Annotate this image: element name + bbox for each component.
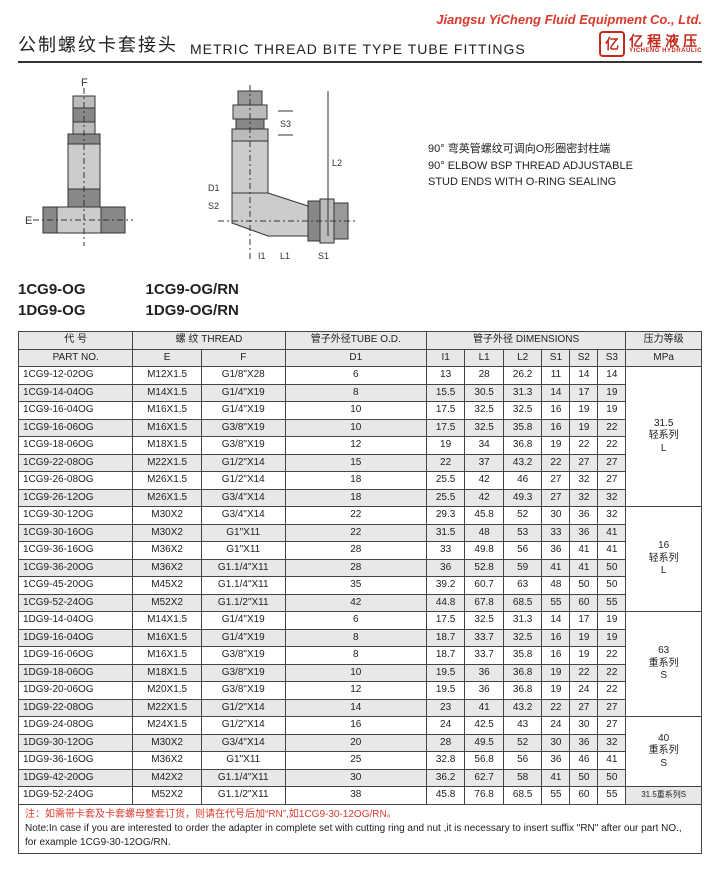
table-row: 1CG9-14-04OGM14X1.5G1/4"X19815.530.531.3… xyxy=(19,384,702,402)
table-row: 1DG9-14-04OGM14X1.5G1/4"X19617.532.531.3… xyxy=(19,612,702,630)
svg-text:D1: D1 xyxy=(208,183,220,193)
title-bar: 公制螺纹卡套接头 METRIC THREAD BITE TYPE TUBE FI… xyxy=(18,31,702,63)
svg-text:I1: I1 xyxy=(258,251,266,261)
footnote: 注：如需带卡套及卡套螺母整套订货，则请在代号后加“RN”,如1CG9-30-12… xyxy=(18,805,702,854)
model-a2: 1DG9-OG xyxy=(18,300,86,321)
logo-icon: 亿 xyxy=(599,31,625,57)
table-row: 1DG9-52-24OGM52X2G1.1/2"X113845.876.868.… xyxy=(19,787,702,805)
technical-drawing: F E xyxy=(18,71,398,269)
model-b1: 1CG9-OG/RN xyxy=(146,279,239,300)
svg-text:L2: L2 xyxy=(332,158,342,168)
title-cn: 公制螺纹卡套接头 xyxy=(18,31,178,57)
desc-en-2: STUD ENDS WITH O-RING SEALING xyxy=(428,174,702,191)
table-row: 1CG9-12-02OGM12X1.5G1/8"X286132826.21114… xyxy=(19,367,702,385)
table-row: 1CG9-36-20OGM36X2G1.1/4"X11283652.859414… xyxy=(19,559,702,577)
svg-text:S1: S1 xyxy=(318,251,329,261)
company-name: Jiangsu YiCheng Fluid Equipment Co., Ltd… xyxy=(18,12,702,27)
model-a1: 1CG9-OG xyxy=(18,279,86,300)
table-row: 1DG9-22-08OGM22X1.5G1/2"X1414234143.2222… xyxy=(19,699,702,717)
footnote-cn: 注：如需带卡套及卡套螺母整套订货，则请在代号后加“RN”,如1CG9-30-12… xyxy=(25,808,695,822)
table-row: 1CG9-30-16OGM30X2G1"X112231.54853333641 xyxy=(19,524,702,542)
table-row: 1CG9-26-08OGM26X1.5G1/2"X141825.54246273… xyxy=(19,472,702,490)
footnote-en: Note:In case if you are interested to or… xyxy=(25,822,695,850)
svg-text:E: E xyxy=(25,215,32,227)
table-row: 1CG9-18-06OGM18X1.5G3/8"X1912193436.8192… xyxy=(19,437,702,455)
desc-cn: 90° 弯英管螺纹可调向O形圈密封柱端 xyxy=(428,141,702,158)
svg-text:S2: S2 xyxy=(208,201,219,211)
table-row: 1DG9-16-06OGM16X1.5G3/8"X19818.733.735.8… xyxy=(19,647,702,665)
table-row: 1CG9-26-12OGM26X1.5G3/4"X141825.54249.32… xyxy=(19,489,702,507)
table-row: 1CG9-22-08OGM22X1.5G1/2"X1415223743.2222… xyxy=(19,454,702,472)
desc-en-1: 90° ELBOW BSP THREAD ADJUSTABLE xyxy=(428,158,702,175)
table-row: 1CG9-52-24OGM52X2G1.1/2"X114244.867.868.… xyxy=(19,594,702,612)
table-row: 1DG9-20-06OGM20X1.5G3/8"X191219.53636.81… xyxy=(19,682,702,700)
table-row: 1DG9-30-12OGM30X2G3/4"X14202849.55230363… xyxy=(19,734,702,752)
svg-text:F: F xyxy=(81,77,88,89)
model-b2: 1DG9-OG/RN xyxy=(146,300,239,321)
table-row: 1CG9-36-16OGM36X2G1"X11283349.856364141 xyxy=(19,542,702,560)
model-numbers: 1CG9-OG 1DG9-OG 1CG9-OG/RN 1DG9-OG/RN xyxy=(18,279,702,321)
logo-en: YICHENG HYDRAULIC xyxy=(629,48,702,54)
table-row: 1DG9-36-16OGM36X2G1"X112532.856.85636464… xyxy=(19,752,702,770)
table-row: 1DG9-16-04OGM16X1.5G1/4"X19818.733.732.5… xyxy=(19,629,702,647)
table-row: 1CG9-16-04OGM16X1.5G1/4"X191017.532.532.… xyxy=(19,402,702,420)
svg-text:S3: S3 xyxy=(280,119,291,129)
table-row: 1CG9-45-20OGM45X2G1.1/4"X113539.260.7634… xyxy=(19,577,702,595)
table-row: 1CG9-30-12OGM30X2G3/4"X142229.345.852303… xyxy=(19,507,702,525)
logo-cn: 亿程液压 xyxy=(629,34,702,48)
title-en: METRIC THREAD BITE TYPE TUBE FITTINGS xyxy=(190,41,587,57)
spec-table: 代 号 螺 纹 THREAD 管子外径TUBE O.D. 管子外径 DIMENS… xyxy=(18,331,702,805)
svg-text:L1: L1 xyxy=(280,251,290,261)
table-row: 1DG9-24-08OGM24X1.5G1/2"X14162442.543243… xyxy=(19,717,702,735)
product-description: 90° 弯英管螺纹可调向O形圈密封柱端 90° ELBOW BSP THREAD… xyxy=(428,71,702,191)
table-row: 1DG9-42-20OGM42X2G1.1/4"X113036.262.7584… xyxy=(19,769,702,787)
logo: 亿 亿程液压 YICHENG HYDRAULIC xyxy=(599,31,702,57)
table-row: 1DG9-18-06OGM18X1.5G3/8"X191019.53636.81… xyxy=(19,664,702,682)
table-row: 1CG9-16-06OGM16X1.5G3/8"X191017.532.535.… xyxy=(19,419,702,437)
